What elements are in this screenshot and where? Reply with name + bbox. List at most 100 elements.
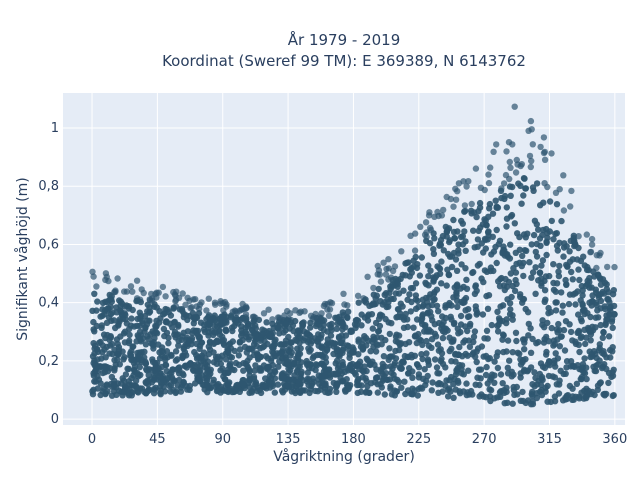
data-point	[510, 371, 517, 378]
data-point	[386, 345, 393, 352]
data-point	[434, 381, 442, 388]
data-point	[489, 210, 497, 217]
data-point	[475, 227, 482, 235]
data-point	[478, 391, 485, 398]
data-point	[533, 340, 540, 347]
data-point	[103, 273, 111, 281]
data-point	[562, 318, 570, 325]
data-point	[421, 328, 428, 335]
data-point	[421, 231, 429, 238]
data-point	[503, 223, 510, 230]
data-point	[435, 212, 442, 220]
data-point	[108, 293, 115, 300]
data-point	[555, 390, 563, 397]
data-point	[180, 329, 187, 336]
data-point	[90, 340, 97, 347]
data-point	[380, 353, 388, 360]
data-point	[507, 306, 514, 313]
data-point	[532, 248, 539, 256]
data-point	[136, 363, 143, 371]
data-point	[159, 376, 166, 383]
data-point	[474, 374, 481, 381]
data-point	[580, 253, 587, 260]
data-point	[423, 377, 430, 385]
data-point	[407, 308, 414, 315]
data-point	[529, 141, 536, 148]
data-point	[144, 387, 152, 395]
data-point	[543, 238, 550, 245]
data-point	[325, 366, 333, 374]
data-point	[307, 324, 314, 331]
data-point	[237, 346, 244, 353]
data-point	[382, 271, 390, 278]
data-point	[436, 370, 443, 377]
data-point	[385, 256, 392, 263]
data-point	[565, 300, 573, 308]
data-point	[581, 326, 588, 333]
data-point	[251, 381, 259, 388]
data-point	[433, 364, 441, 371]
data-point	[414, 297, 421, 305]
data-point	[175, 342, 182, 349]
data-point	[307, 319, 314, 326]
data-point	[465, 178, 472, 185]
data-point	[109, 341, 116, 348]
data-point	[278, 373, 285, 380]
data-point	[382, 315, 389, 323]
data-point	[438, 325, 445, 332]
data-point	[597, 297, 605, 305]
data-point	[554, 247, 561, 254]
data-point	[313, 362, 321, 369]
data-point	[541, 287, 549, 294]
data-point	[443, 228, 450, 236]
data-point	[253, 342, 260, 350]
data-point	[408, 269, 415, 276]
data-point	[162, 361, 169, 368]
data-point	[419, 312, 426, 319]
data-point	[548, 324, 555, 332]
data-point	[530, 187, 537, 194]
data-point	[465, 306, 472, 313]
data-point	[297, 388, 304, 395]
data-point	[326, 306, 334, 313]
data-point	[500, 348, 507, 356]
data-point	[392, 333, 400, 340]
data-point	[418, 351, 425, 358]
data-point	[514, 230, 521, 237]
data-point	[431, 235, 438, 242]
data-point	[290, 327, 297, 335]
data-point	[444, 266, 451, 273]
data-point	[556, 239, 563, 246]
data-point	[517, 397, 524, 404]
data-point	[260, 310, 268, 317]
data-point	[435, 308, 442, 315]
data-point	[548, 150, 555, 157]
data-point	[219, 365, 226, 372]
data-point	[510, 383, 517, 391]
data-point	[597, 321, 604, 329]
data-point	[421, 366, 428, 373]
data-point	[609, 344, 616, 351]
data-point	[244, 363, 251, 370]
data-point	[129, 288, 136, 295]
data-point	[248, 389, 256, 396]
data-point	[264, 340, 271, 348]
data-point	[597, 379, 604, 386]
data-point	[245, 379, 252, 387]
data-point	[551, 357, 558, 364]
data-point	[476, 260, 483, 268]
data-point	[93, 283, 100, 290]
data-point	[575, 311, 582, 318]
data-point	[497, 388, 505, 395]
data-point	[466, 322, 474, 330]
data-point	[588, 350, 595, 358]
data-point	[567, 237, 574, 245]
data-point	[98, 363, 105, 370]
data-point	[440, 247, 447, 254]
data-point	[456, 343, 463, 351]
data-point	[528, 157, 535, 165]
data-point	[398, 384, 405, 391]
data-point	[570, 232, 577, 239]
data-point	[461, 228, 468, 235]
data-point	[140, 289, 147, 297]
